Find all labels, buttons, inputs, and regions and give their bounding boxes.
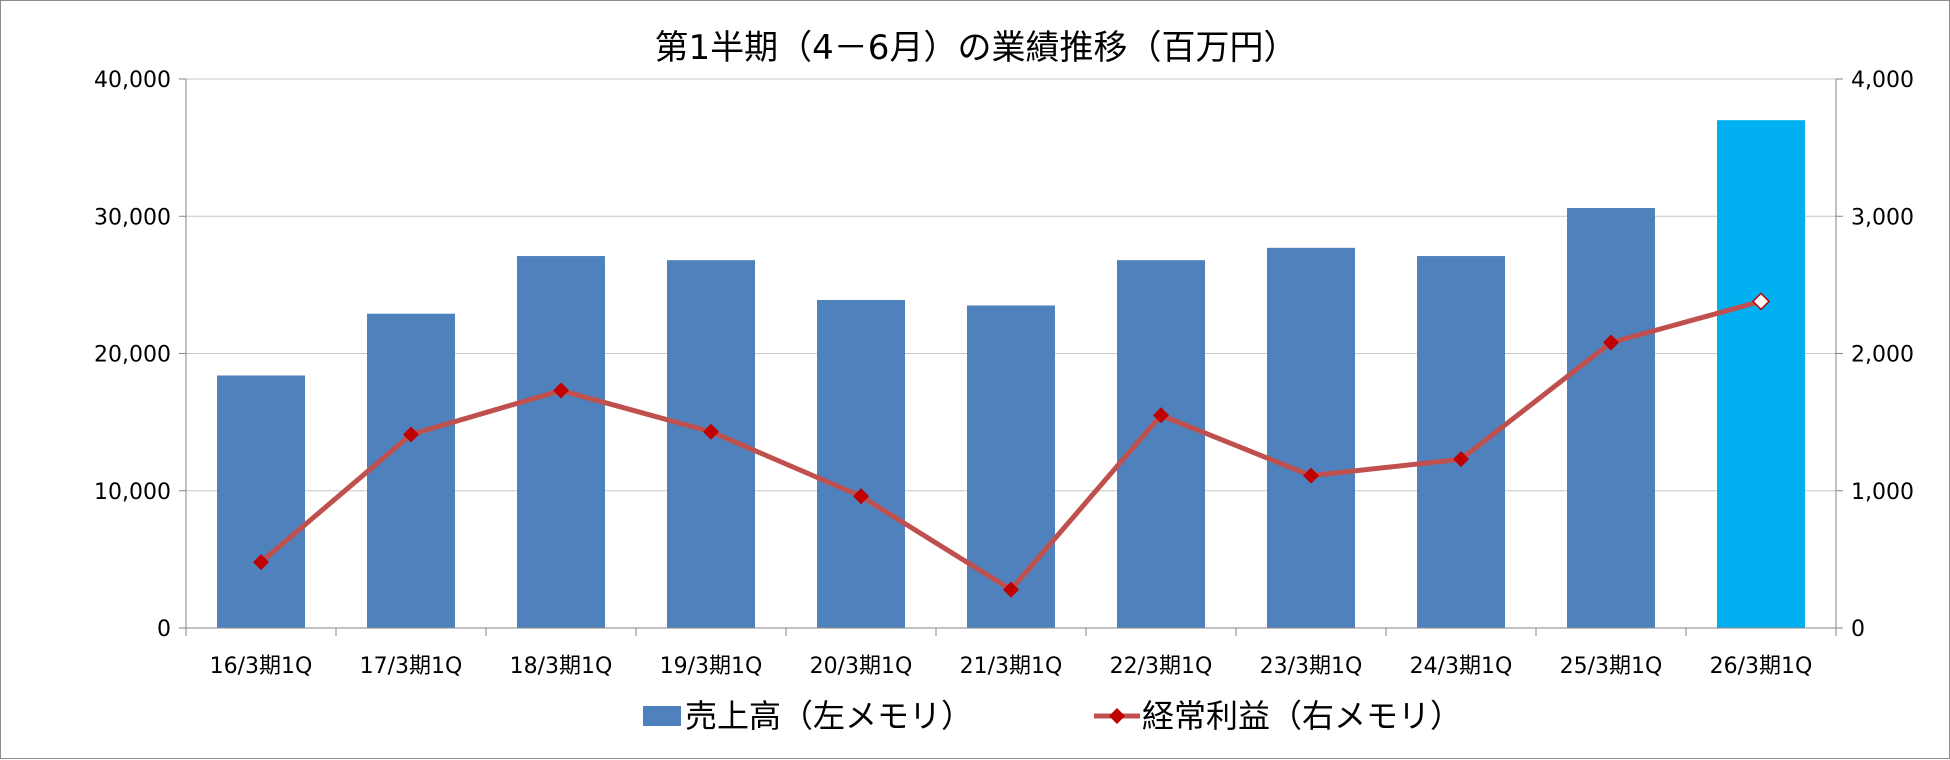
bar [1717,120,1805,629]
profit-point [253,554,269,571]
x-axis-tick-label: 21/3期1Q [960,654,1063,679]
x-axis-tick-label: 24/3期1Q [1410,654,1513,679]
profit-point [853,488,869,505]
bar [217,375,305,628]
legend-label-sales: 売上高（左メモリ） [685,697,973,735]
bar [517,256,605,628]
bar [1267,247,1355,628]
right-axis-tick-label: 3,000 [1851,205,1914,230]
x-axis-tick-label: 25/3期1Q [1560,654,1663,679]
x-axis-tick-label: 17/3期1Q [360,654,463,679]
bar-series [217,120,1805,629]
profit-point [1751,292,1771,311]
left-axis-tick-label: 30,000 [94,205,171,230]
line-series [253,292,1771,598]
right-axis-tick-label: 0 [1851,617,1865,642]
profit-point [1453,451,1469,468]
left-axis-tick-label: 40,000 [94,68,171,93]
right-axis-tick-label: 4,000 [1851,68,1914,93]
legend-swatch-sales [643,706,681,726]
profit-point [1303,467,1319,484]
legend-swatch-profit-marker [1109,708,1125,724]
legend-label-profit: 経常利益（右メモリ） [1142,697,1462,735]
bar [1117,260,1205,628]
legend: 売上高（左メモリ） 経常利益（右メモリ） [643,697,1462,735]
right-axis-tick-label: 2,000 [1851,343,1914,368]
bar [1567,208,1655,628]
profit-point [1603,334,1619,351]
profit-point [553,382,569,399]
x-axis-tick-label: 26/3期1Q [1710,654,1813,679]
axes: 0 10,000 20,000 30,000 40,000 0 1,000 2,000 3,00… [94,68,1914,679]
x-axis-tick-label: 20/3期1Q [810,654,913,679]
left-axis-tick-label: 20,000 [94,343,171,368]
x-axis-tick-label: 19/3期1Q [660,654,763,679]
profit-point [703,423,719,440]
chart-title: 第1半期（4－6月）の業績推移（百万円） [655,28,1298,68]
profit-point [1153,407,1169,424]
x-axis-tick-label: 22/3期1Q [1110,654,1213,679]
bar [367,313,455,628]
profit-point [403,426,419,443]
right-axis-tick-label: 1,000 [1851,480,1914,505]
x-axis-tick-label: 16/3期1Q [210,654,313,679]
left-axis-tick-label: 10,000 [94,480,171,505]
left-axis-tick-label: 0 [157,617,171,642]
x-axis-tick-label: 23/3期1Q [1260,654,1363,679]
bar [967,305,1055,628]
bar [1417,256,1505,628]
profit-point [1003,581,1019,598]
bar [817,299,905,628]
x-axis-tick-label: 18/3期1Q [510,654,613,679]
